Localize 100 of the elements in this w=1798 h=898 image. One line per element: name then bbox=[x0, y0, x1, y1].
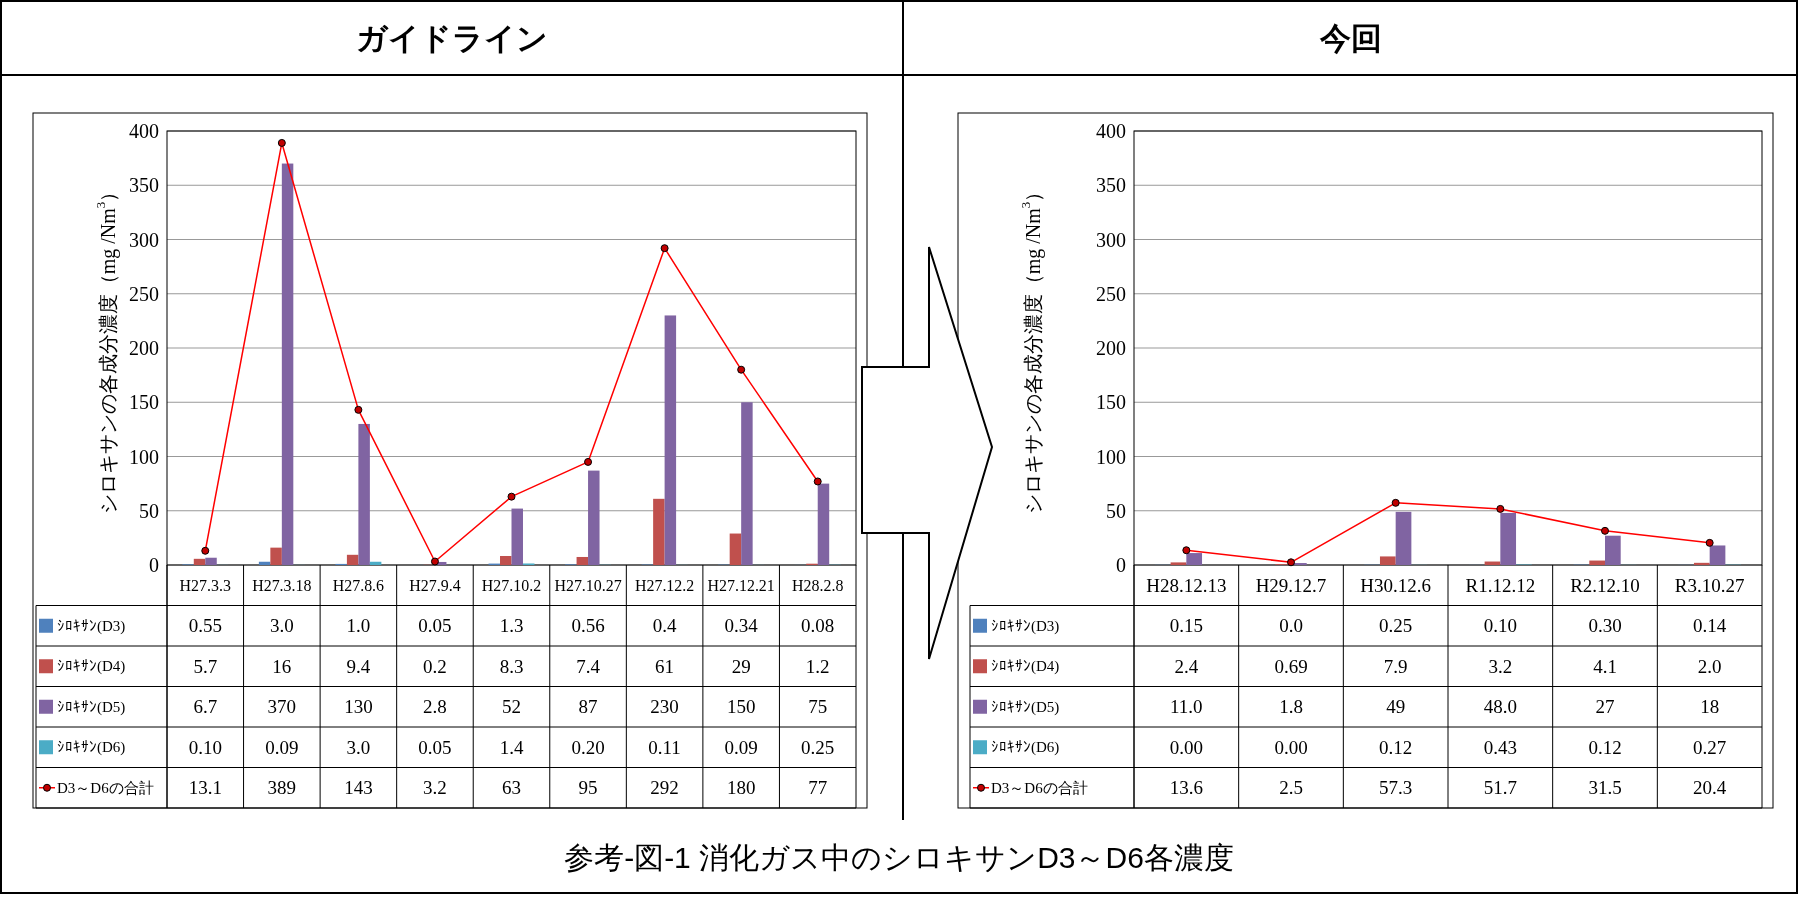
data-label: 20.4 bbox=[1693, 777, 1727, 799]
bar bbox=[346, 554, 359, 565]
data-label: 87 bbox=[578, 696, 598, 718]
data-label: 0.14 bbox=[1693, 615, 1727, 637]
bar bbox=[1500, 512, 1517, 565]
data-label: 57.3 bbox=[1379, 777, 1413, 799]
data-label: 7.9 bbox=[1383, 655, 1408, 677]
data-label: 2.5 bbox=[1279, 777, 1303, 799]
data-label: 11.0 bbox=[1170, 696, 1203, 718]
data-label: 6.7 bbox=[193, 696, 218, 718]
bar bbox=[817, 483, 830, 565]
data-label: 0.12 bbox=[1588, 736, 1622, 758]
legend-label: ｼﾛｷｻﾝ(D4) bbox=[57, 658, 126, 676]
y-tick-label: 100 bbox=[1096, 445, 1126, 468]
data-label: 95 bbox=[578, 777, 598, 799]
bar bbox=[1709, 545, 1726, 565]
y-tick-label: 250 bbox=[1096, 282, 1126, 305]
data-label: 0.0 bbox=[1279, 615, 1303, 637]
x-tick-label: R1.12.12 bbox=[1465, 574, 1536, 596]
y-tick-label: 250 bbox=[129, 282, 159, 305]
bar bbox=[588, 470, 600, 565]
y-tick-label: 300 bbox=[1096, 228, 1126, 251]
data-label: 2.0 bbox=[1697, 655, 1722, 677]
data-label: 5.7 bbox=[193, 655, 218, 677]
bar bbox=[281, 163, 294, 565]
x-tick-label: H28.2.8 bbox=[792, 576, 844, 594]
data-label: 3.2 bbox=[1488, 655, 1513, 677]
data-label: 2.4 bbox=[1174, 655, 1199, 677]
data-label: 130 bbox=[344, 696, 373, 718]
data-label: 0.27 bbox=[1693, 736, 1727, 758]
data-label: 292 bbox=[650, 777, 679, 799]
data-label: 52 bbox=[502, 696, 521, 718]
bar bbox=[358, 423, 370, 565]
data-label: 0.56 bbox=[571, 615, 605, 637]
data-label: 13.1 bbox=[188, 777, 222, 799]
data-label: 0.4 bbox=[652, 615, 677, 637]
data-label: 180 bbox=[726, 777, 756, 799]
y-tick-label: 200 bbox=[129, 337, 159, 359]
y-tick-label: 400 bbox=[129, 120, 159, 142]
data-label: 29 bbox=[731, 655, 751, 677]
y-tick-label: 150 bbox=[129, 391, 159, 414]
bar bbox=[1605, 535, 1621, 565]
bar bbox=[664, 315, 677, 565]
legend-label: D3～D6の合計 bbox=[991, 779, 1088, 796]
legend-label: ｼﾛｷｻﾝ(D3) bbox=[57, 617, 126, 635]
bar bbox=[1170, 562, 1187, 565]
x-tick-label: H27.8.6 bbox=[332, 576, 385, 594]
bar bbox=[1395, 511, 1412, 565]
data-label: 0.30 bbox=[1588, 615, 1622, 637]
x-tick-label: H29.12.7 bbox=[1255, 574, 1327, 596]
bar bbox=[270, 547, 282, 565]
data-label: 1.0 bbox=[346, 615, 371, 637]
data-label: 1.4 bbox=[499, 736, 524, 758]
bar bbox=[193, 558, 206, 565]
y-tick-label: 350 bbox=[1096, 174, 1126, 197]
legend-label: ｼﾛｷｻﾝ(D4) bbox=[991, 658, 1060, 676]
data-label: 0.69 bbox=[1274, 655, 1308, 677]
x-tick-label: H27.12.21 bbox=[707, 576, 775, 594]
data-label: 3.0 bbox=[269, 615, 294, 637]
data-label: 3.0 bbox=[346, 736, 371, 758]
data-label: 75 bbox=[808, 696, 828, 718]
data-label: 0.05 bbox=[418, 615, 452, 637]
data-label: 389 bbox=[267, 777, 297, 799]
data-label: 0.00 bbox=[1169, 736, 1203, 758]
data-label: 77 bbox=[808, 777, 828, 799]
chart-title: 今回 bbox=[1318, 20, 1382, 56]
data-label: 0.10 bbox=[188, 736, 222, 758]
data-label: 0.2 bbox=[423, 655, 447, 677]
data-label: 0.20 bbox=[571, 736, 605, 758]
x-tick-label: H27.10.27 bbox=[554, 576, 622, 594]
y-tick-label: 300 bbox=[129, 228, 159, 251]
data-label: 49 bbox=[1386, 696, 1406, 718]
data-label: 0.00 bbox=[1274, 736, 1308, 758]
data-label: 7.4 bbox=[576, 655, 601, 677]
legend-label: D3～D6の合計 bbox=[57, 779, 154, 796]
data-label: 0.09 bbox=[265, 736, 299, 758]
data-label: 61 bbox=[655, 655, 675, 677]
data-label: 0.25 bbox=[1379, 615, 1413, 637]
y-tick-label: 150 bbox=[1096, 391, 1126, 414]
bar bbox=[1379, 556, 1396, 565]
data-label: 0.34 bbox=[724, 615, 759, 637]
x-tick-label: H27.10.2 bbox=[481, 576, 542, 594]
data-label: 0.15 bbox=[1169, 615, 1203, 637]
data-label: 13.6 bbox=[1169, 777, 1203, 799]
x-tick-label: H28.12.13 bbox=[1146, 574, 1227, 596]
legend-label: ｼﾛｷｻﾝ(D5) bbox=[991, 698, 1060, 716]
data-label: 9.4 bbox=[346, 655, 371, 677]
data-label: 0.10 bbox=[1483, 615, 1517, 637]
data-label: 1.8 bbox=[1279, 696, 1303, 718]
data-label: 4.1 bbox=[1593, 655, 1617, 677]
bar bbox=[653, 498, 665, 565]
x-tick-label: R3.10.27 bbox=[1674, 574, 1745, 596]
data-label: 16 bbox=[272, 655, 292, 677]
data-label: 27 bbox=[1595, 696, 1615, 718]
y-tick-label: 100 bbox=[129, 445, 159, 468]
data-label: 63 bbox=[502, 777, 521, 799]
data-label: 0.08 bbox=[801, 615, 835, 637]
bar bbox=[576, 556, 589, 565]
data-label: 0.11 bbox=[648, 736, 681, 758]
data-label: 8.3 bbox=[499, 655, 524, 677]
